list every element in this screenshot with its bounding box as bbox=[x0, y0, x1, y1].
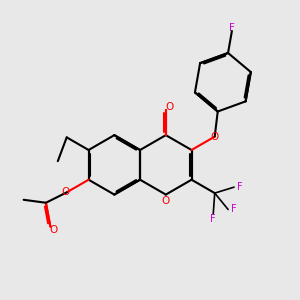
Text: F: F bbox=[210, 214, 216, 224]
Text: F: F bbox=[229, 23, 235, 33]
Text: F: F bbox=[237, 182, 242, 192]
Text: O: O bbox=[50, 224, 58, 235]
Text: O: O bbox=[210, 132, 218, 142]
Text: O: O bbox=[162, 196, 170, 206]
Text: O: O bbox=[165, 103, 173, 112]
Text: O: O bbox=[61, 188, 69, 197]
Text: F: F bbox=[231, 204, 236, 214]
